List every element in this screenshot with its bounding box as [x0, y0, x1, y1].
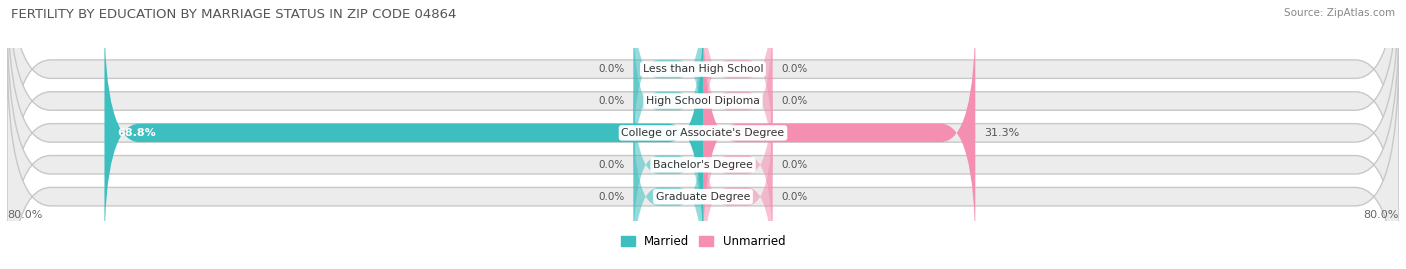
Text: 0.0%: 0.0% — [782, 96, 807, 106]
Text: 0.0%: 0.0% — [599, 192, 624, 202]
Text: Less than High School: Less than High School — [643, 64, 763, 74]
Text: Graduate Degree: Graduate Degree — [655, 192, 751, 202]
FancyBboxPatch shape — [703, 110, 773, 269]
Text: 68.8%: 68.8% — [118, 128, 156, 138]
FancyBboxPatch shape — [633, 15, 703, 187]
FancyBboxPatch shape — [633, 78, 703, 251]
FancyBboxPatch shape — [7, 47, 1399, 269]
Text: 0.0%: 0.0% — [782, 64, 807, 74]
Text: 0.0%: 0.0% — [782, 160, 807, 170]
FancyBboxPatch shape — [7, 0, 1399, 251]
FancyBboxPatch shape — [7, 0, 1399, 269]
Text: 80.0%: 80.0% — [7, 210, 42, 220]
FancyBboxPatch shape — [703, 15, 773, 187]
FancyBboxPatch shape — [104, 15, 703, 251]
FancyBboxPatch shape — [633, 0, 703, 155]
Text: 80.0%: 80.0% — [1364, 210, 1399, 220]
Text: 0.0%: 0.0% — [599, 64, 624, 74]
Text: College or Associate's Degree: College or Associate's Degree — [621, 128, 785, 138]
Text: 0.0%: 0.0% — [599, 160, 624, 170]
Text: Source: ZipAtlas.com: Source: ZipAtlas.com — [1284, 8, 1395, 18]
FancyBboxPatch shape — [703, 15, 976, 251]
FancyBboxPatch shape — [7, 15, 1399, 269]
Text: Bachelor's Degree: Bachelor's Degree — [652, 160, 754, 170]
Text: 31.3%: 31.3% — [984, 128, 1019, 138]
FancyBboxPatch shape — [703, 78, 773, 251]
FancyBboxPatch shape — [7, 0, 1399, 219]
FancyBboxPatch shape — [703, 0, 773, 155]
Text: High School Diploma: High School Diploma — [647, 96, 759, 106]
Legend: Married, Unmarried: Married, Unmarried — [616, 230, 790, 253]
Text: 0.0%: 0.0% — [599, 96, 624, 106]
Text: FERTILITY BY EDUCATION BY MARRIAGE STATUS IN ZIP CODE 04864: FERTILITY BY EDUCATION BY MARRIAGE STATU… — [11, 8, 457, 21]
Text: 0.0%: 0.0% — [782, 192, 807, 202]
FancyBboxPatch shape — [633, 110, 703, 269]
